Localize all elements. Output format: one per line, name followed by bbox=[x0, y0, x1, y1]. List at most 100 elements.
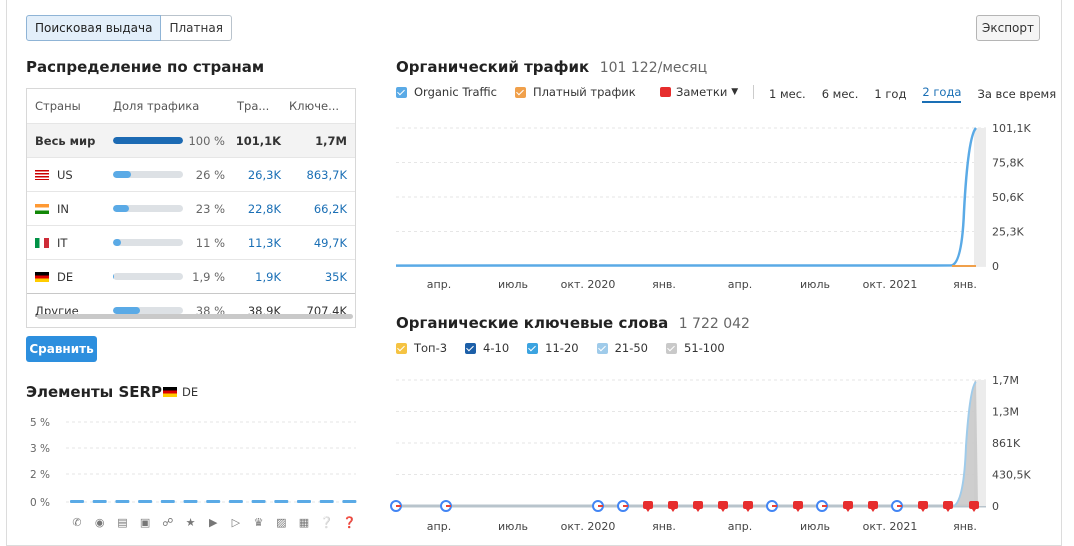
legend-kw-0[interactable]: Топ-3 bbox=[396, 341, 447, 355]
period-2y[interactable]: 2 года bbox=[922, 85, 962, 103]
header-country[interactable]: Страны bbox=[35, 99, 81, 113]
serp-bar bbox=[92, 500, 107, 503]
table-row[interactable]: IN 23 % 22,8K 66,2K bbox=[27, 191, 355, 225]
legend-kw-2[interactable]: 11-20 bbox=[527, 341, 579, 355]
share-percent: 11 % bbox=[195, 235, 225, 250]
table-row[interactable]: IT 11 % 11,3K 49,7K bbox=[27, 225, 355, 259]
us-flag-icon bbox=[35, 169, 49, 180]
x-tick-label: апр. bbox=[427, 520, 451, 533]
traffic-value[interactable]: 11,3K bbox=[247, 235, 281, 250]
legend-label: 51-100 bbox=[684, 341, 725, 355]
y-tick-label: 3 % bbox=[30, 443, 50, 455]
link-icon: ☍ bbox=[162, 516, 173, 529]
share-bar bbox=[113, 171, 183, 178]
crown-icon: ♛ bbox=[254, 516, 264, 529]
divider bbox=[753, 85, 754, 99]
serp-bar bbox=[138, 500, 153, 503]
traffic-value: 101,1K bbox=[235, 133, 281, 148]
period-1y[interactable]: 1 год bbox=[874, 87, 907, 101]
table-row[interactable]: DE 1,9 % 1,9K 35K bbox=[27, 259, 355, 293]
serp-bar bbox=[115, 500, 130, 503]
share-bar bbox=[113, 137, 183, 144]
period-all[interactable]: За все время bbox=[977, 87, 1057, 101]
checkbox-icon bbox=[527, 342, 539, 354]
share-bar-fill bbox=[113, 239, 121, 246]
table-row[interactable]: US 26 % 26,3K 863,7K bbox=[27, 157, 355, 191]
y-tick-label: 861K bbox=[992, 437, 1021, 450]
share-bar bbox=[113, 273, 183, 280]
share-bar-fill bbox=[113, 171, 132, 178]
keywords-value[interactable]: 49,7K bbox=[313, 235, 347, 250]
traffic-legend: Organic Traffic Платный трафик bbox=[396, 85, 654, 99]
legend-kw-1[interactable]: 4-10 bbox=[465, 341, 509, 355]
y-tick-label: 0 % bbox=[30, 497, 50, 509]
note-marker-icon bbox=[943, 501, 953, 512]
share-bar-fill bbox=[113, 307, 140, 314]
header-share[interactable]: Доля трафика bbox=[113, 99, 200, 113]
google-update-icon bbox=[592, 500, 604, 512]
tab-paid[interactable]: Платная bbox=[161, 15, 232, 41]
x-tick-label: июль bbox=[498, 278, 528, 291]
serp-bar bbox=[251, 500, 266, 503]
note-marker-icon bbox=[743, 501, 753, 512]
x-tick-label: июль bbox=[800, 520, 830, 533]
keywords-value[interactable]: 863,7K bbox=[306, 167, 347, 182]
checkbox-icon bbox=[396, 342, 407, 354]
legend-paid-traffic[interactable]: Платный трафик bbox=[514, 85, 636, 99]
image-icon: ▣ bbox=[140, 516, 150, 529]
checkbox-icon bbox=[396, 86, 407, 98]
note-marker-icon bbox=[793, 501, 803, 512]
y-tick-label: 5 % bbox=[30, 417, 50, 429]
notes-dropdown[interactable]: Заметки ▼ bbox=[660, 85, 738, 99]
compare-button[interactable]: Сравнить bbox=[26, 336, 97, 362]
legend-label: 4-10 bbox=[483, 341, 510, 355]
share-bar-cell bbox=[113, 171, 187, 178]
note-marker-icon bbox=[868, 501, 878, 512]
header-keywords[interactable]: Ключе... bbox=[289, 99, 340, 113]
period-6m[interactable]: 6 мес. bbox=[821, 87, 859, 101]
legend-organic-traffic[interactable]: Organic Traffic bbox=[396, 85, 497, 99]
keywords-value[interactable]: 35K bbox=[324, 269, 347, 284]
period-1m[interactable]: 1 мес. bbox=[769, 87, 806, 101]
share-bar-fill bbox=[113, 273, 115, 280]
google-update-icon bbox=[617, 500, 629, 512]
export-button[interactable]: Экспорт bbox=[976, 15, 1040, 41]
traffic-value[interactable]: 22,8K bbox=[247, 201, 281, 216]
y-tick-label: 25,3K bbox=[992, 226, 1024, 239]
country-cell: Весь мир bbox=[27, 134, 113, 148]
x-tick-label: окт. 2021 bbox=[863, 520, 918, 533]
country-name: IT bbox=[57, 235, 68, 250]
country-cell: US bbox=[27, 168, 113, 182]
share-bar-cell bbox=[113, 273, 187, 280]
organic-traffic-line bbox=[396, 127, 978, 267]
note-marker-icon bbox=[718, 501, 728, 512]
table-row[interactable]: Другие 38 % 38,9K 707,4K bbox=[27, 293, 355, 327]
serp-bar bbox=[160, 500, 175, 503]
play-circle-icon: ▶ bbox=[209, 516, 218, 529]
country-name: IN bbox=[57, 201, 69, 216]
legend-kw-4[interactable]: 51-100 bbox=[666, 341, 725, 355]
country-cell: DE bbox=[27, 270, 113, 284]
google-update-icon bbox=[891, 500, 903, 512]
y-tick-label: 1,3M bbox=[992, 406, 1019, 419]
x-tick-label: окт. 2021 bbox=[863, 278, 918, 291]
share-bar-cell bbox=[113, 137, 187, 144]
news-icon: ▦ bbox=[299, 516, 309, 529]
traffic-value[interactable]: 26,3K bbox=[247, 167, 281, 182]
share-percent: 23 % bbox=[195, 201, 225, 216]
checkbox-icon bbox=[596, 342, 608, 354]
tab-organic[interactable]: Поисковая выдача bbox=[26, 15, 162, 41]
legend-label: 21-50 bbox=[614, 341, 648, 355]
it-flag-icon bbox=[35, 237, 49, 248]
header-traffic[interactable]: Тра... bbox=[237, 99, 270, 113]
country-name: DE bbox=[57, 269, 74, 284]
legend-kw-3[interactable]: 21-50 bbox=[596, 341, 648, 355]
traffic-value[interactable]: 1,9K bbox=[255, 269, 281, 284]
table-row-world[interactable]: Весь мир 100 % 101,1K 1,7M bbox=[27, 123, 355, 157]
keywords-value[interactable]: 66,2K bbox=[313, 201, 347, 216]
horizontal-scrollbar[interactable] bbox=[37, 314, 353, 319]
serp-bar bbox=[297, 500, 311, 503]
country-cell: IT bbox=[27, 236, 113, 250]
y-tick-label: 1,7M bbox=[992, 374, 1019, 387]
traffic-chart: 101,1K 75,8K 50,6K 25,3K 0 апр. июль окт. 2020 я… bbox=[396, 122, 1031, 291]
